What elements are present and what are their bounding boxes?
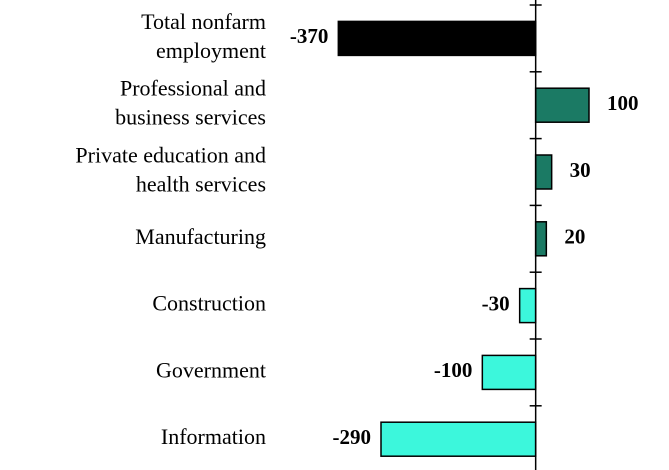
- y-tick-label: Construction: [152, 291, 266, 316]
- y-tick-label: Government: [156, 357, 266, 382]
- bar: [481, 354, 537, 391]
- y-tick-label: Private education and health services: [75, 143, 266, 197]
- y-tick-label: Total nonfarm employment: [141, 9, 266, 63]
- data-label: -290: [333, 425, 372, 449]
- bar: [534, 154, 553, 190]
- y-tick-label: Professional and business services: [115, 76, 266, 130]
- data-label: 100: [607, 91, 639, 115]
- data-label: 30: [570, 158, 591, 182]
- data-label: -370: [290, 24, 329, 48]
- data-label: 20: [564, 225, 585, 249]
- y-tick-label: Information: [161, 424, 266, 449]
- bar: [534, 87, 590, 123]
- bar: [380, 421, 537, 457]
- bar: [534, 221, 548, 257]
- bar: [518, 287, 537, 324]
- y-tick-label: Manufacturing: [135, 224, 266, 249]
- data-label: -100: [434, 358, 473, 382]
- bar: [337, 20, 537, 57]
- data-label: -30: [482, 291, 510, 315]
